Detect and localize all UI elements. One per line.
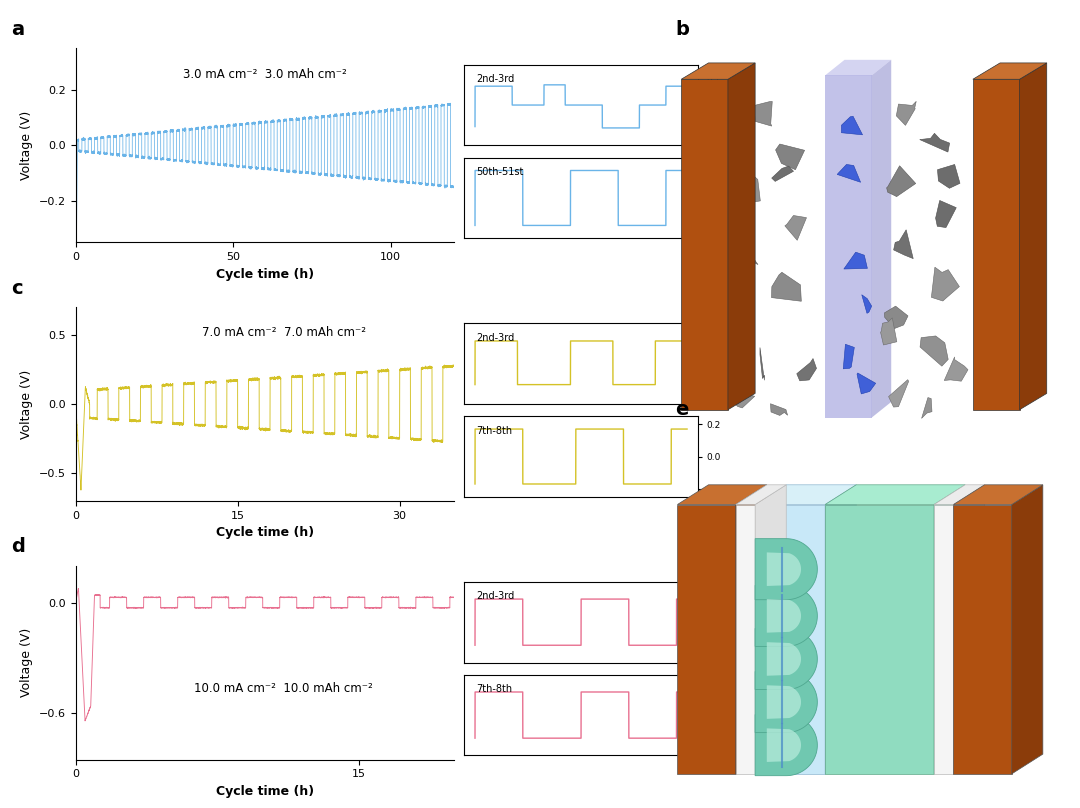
- Polygon shape: [921, 398, 932, 419]
- Polygon shape: [934, 485, 966, 774]
- Text: 2nd-3rd: 2nd-3rd: [476, 333, 514, 343]
- Text: a: a: [11, 20, 24, 40]
- Polygon shape: [681, 63, 755, 79]
- Polygon shape: [739, 240, 758, 267]
- Polygon shape: [862, 295, 872, 314]
- X-axis label: Cycle time (h): Cycle time (h): [216, 785, 313, 797]
- Polygon shape: [770, 404, 787, 415]
- Polygon shape: [771, 272, 801, 301]
- Polygon shape: [935, 200, 956, 228]
- Polygon shape: [934, 504, 954, 774]
- Polygon shape: [767, 553, 801, 586]
- Polygon shape: [735, 485, 767, 774]
- Polygon shape: [755, 671, 818, 733]
- Text: 7.0 mA cm⁻²  7.0 mAh cm⁻²: 7.0 mA cm⁻² 7.0 mAh cm⁻²: [202, 326, 365, 339]
- Polygon shape: [728, 63, 755, 410]
- Y-axis label: Voltage (V): Voltage (V): [21, 369, 33, 439]
- Y-axis label: Voltage (V): Voltage (V): [21, 628, 33, 697]
- Text: 50th-51st: 50th-51st: [476, 167, 524, 177]
- Polygon shape: [755, 629, 818, 689]
- Text: e: e: [675, 400, 688, 419]
- X-axis label: Cycle time (h): Cycle time (h): [216, 526, 313, 539]
- Polygon shape: [755, 714, 818, 776]
- Polygon shape: [755, 504, 825, 774]
- Polygon shape: [934, 485, 985, 504]
- Polygon shape: [681, 79, 728, 410]
- Polygon shape: [1012, 485, 1043, 774]
- Text: 10.0 mA cm⁻²  10.0 mAh cm⁻²: 10.0 mA cm⁻² 10.0 mAh cm⁻²: [194, 682, 373, 695]
- Polygon shape: [767, 599, 801, 633]
- Y-axis label: Voltage (V): Voltage (V): [21, 111, 33, 180]
- Text: 7th-8th: 7th-8th: [476, 684, 512, 694]
- Polygon shape: [954, 485, 985, 774]
- Polygon shape: [731, 309, 754, 335]
- Polygon shape: [931, 267, 959, 301]
- Polygon shape: [973, 63, 1047, 79]
- Polygon shape: [767, 642, 801, 675]
- Polygon shape: [755, 485, 856, 504]
- Polygon shape: [872, 60, 891, 418]
- Polygon shape: [767, 728, 801, 762]
- Polygon shape: [893, 229, 914, 259]
- Polygon shape: [887, 166, 916, 196]
- Polygon shape: [755, 485, 786, 774]
- Polygon shape: [755, 539, 818, 600]
- Polygon shape: [677, 504, 735, 774]
- Polygon shape: [896, 101, 916, 125]
- Polygon shape: [760, 347, 765, 381]
- Polygon shape: [843, 252, 867, 269]
- Polygon shape: [880, 318, 896, 345]
- Polygon shape: [755, 585, 818, 646]
- Text: 3.0 mA cm⁻²  3.0 mAh cm⁻²: 3.0 mA cm⁻² 3.0 mAh cm⁻²: [183, 68, 347, 81]
- Text: 7th-8th: 7th-8th: [476, 426, 512, 436]
- Text: d: d: [11, 537, 25, 557]
- Text: 2nd-3rd: 2nd-3rd: [476, 591, 514, 601]
- Polygon shape: [825, 485, 966, 504]
- Polygon shape: [735, 504, 755, 774]
- Text: 2nd-3rd: 2nd-3rd: [476, 74, 514, 84]
- Polygon shape: [841, 116, 863, 135]
- Polygon shape: [825, 485, 856, 774]
- Polygon shape: [825, 60, 891, 75]
- Polygon shape: [920, 133, 949, 152]
- X-axis label: Cycle time (h): Cycle time (h): [216, 267, 313, 280]
- Polygon shape: [944, 357, 968, 381]
- Polygon shape: [825, 75, 872, 418]
- Polygon shape: [767, 685, 801, 719]
- Polygon shape: [727, 389, 755, 408]
- Polygon shape: [735, 485, 786, 504]
- Polygon shape: [920, 336, 948, 366]
- Polygon shape: [885, 306, 908, 329]
- Polygon shape: [754, 102, 772, 126]
- Polygon shape: [797, 359, 816, 381]
- Polygon shape: [785, 216, 807, 240]
- Polygon shape: [723, 127, 738, 146]
- Polygon shape: [1020, 63, 1047, 410]
- Polygon shape: [937, 165, 960, 188]
- Polygon shape: [677, 485, 767, 504]
- Text: c: c: [11, 279, 23, 298]
- Polygon shape: [954, 485, 1043, 504]
- Polygon shape: [837, 165, 861, 183]
- Polygon shape: [734, 174, 760, 202]
- Polygon shape: [889, 380, 908, 407]
- Polygon shape: [772, 166, 794, 181]
- Polygon shape: [843, 344, 854, 368]
- Polygon shape: [858, 373, 876, 394]
- Polygon shape: [775, 144, 805, 170]
- Polygon shape: [954, 504, 1012, 774]
- Text: b: b: [675, 20, 689, 40]
- Polygon shape: [825, 504, 934, 774]
- Polygon shape: [973, 79, 1020, 410]
